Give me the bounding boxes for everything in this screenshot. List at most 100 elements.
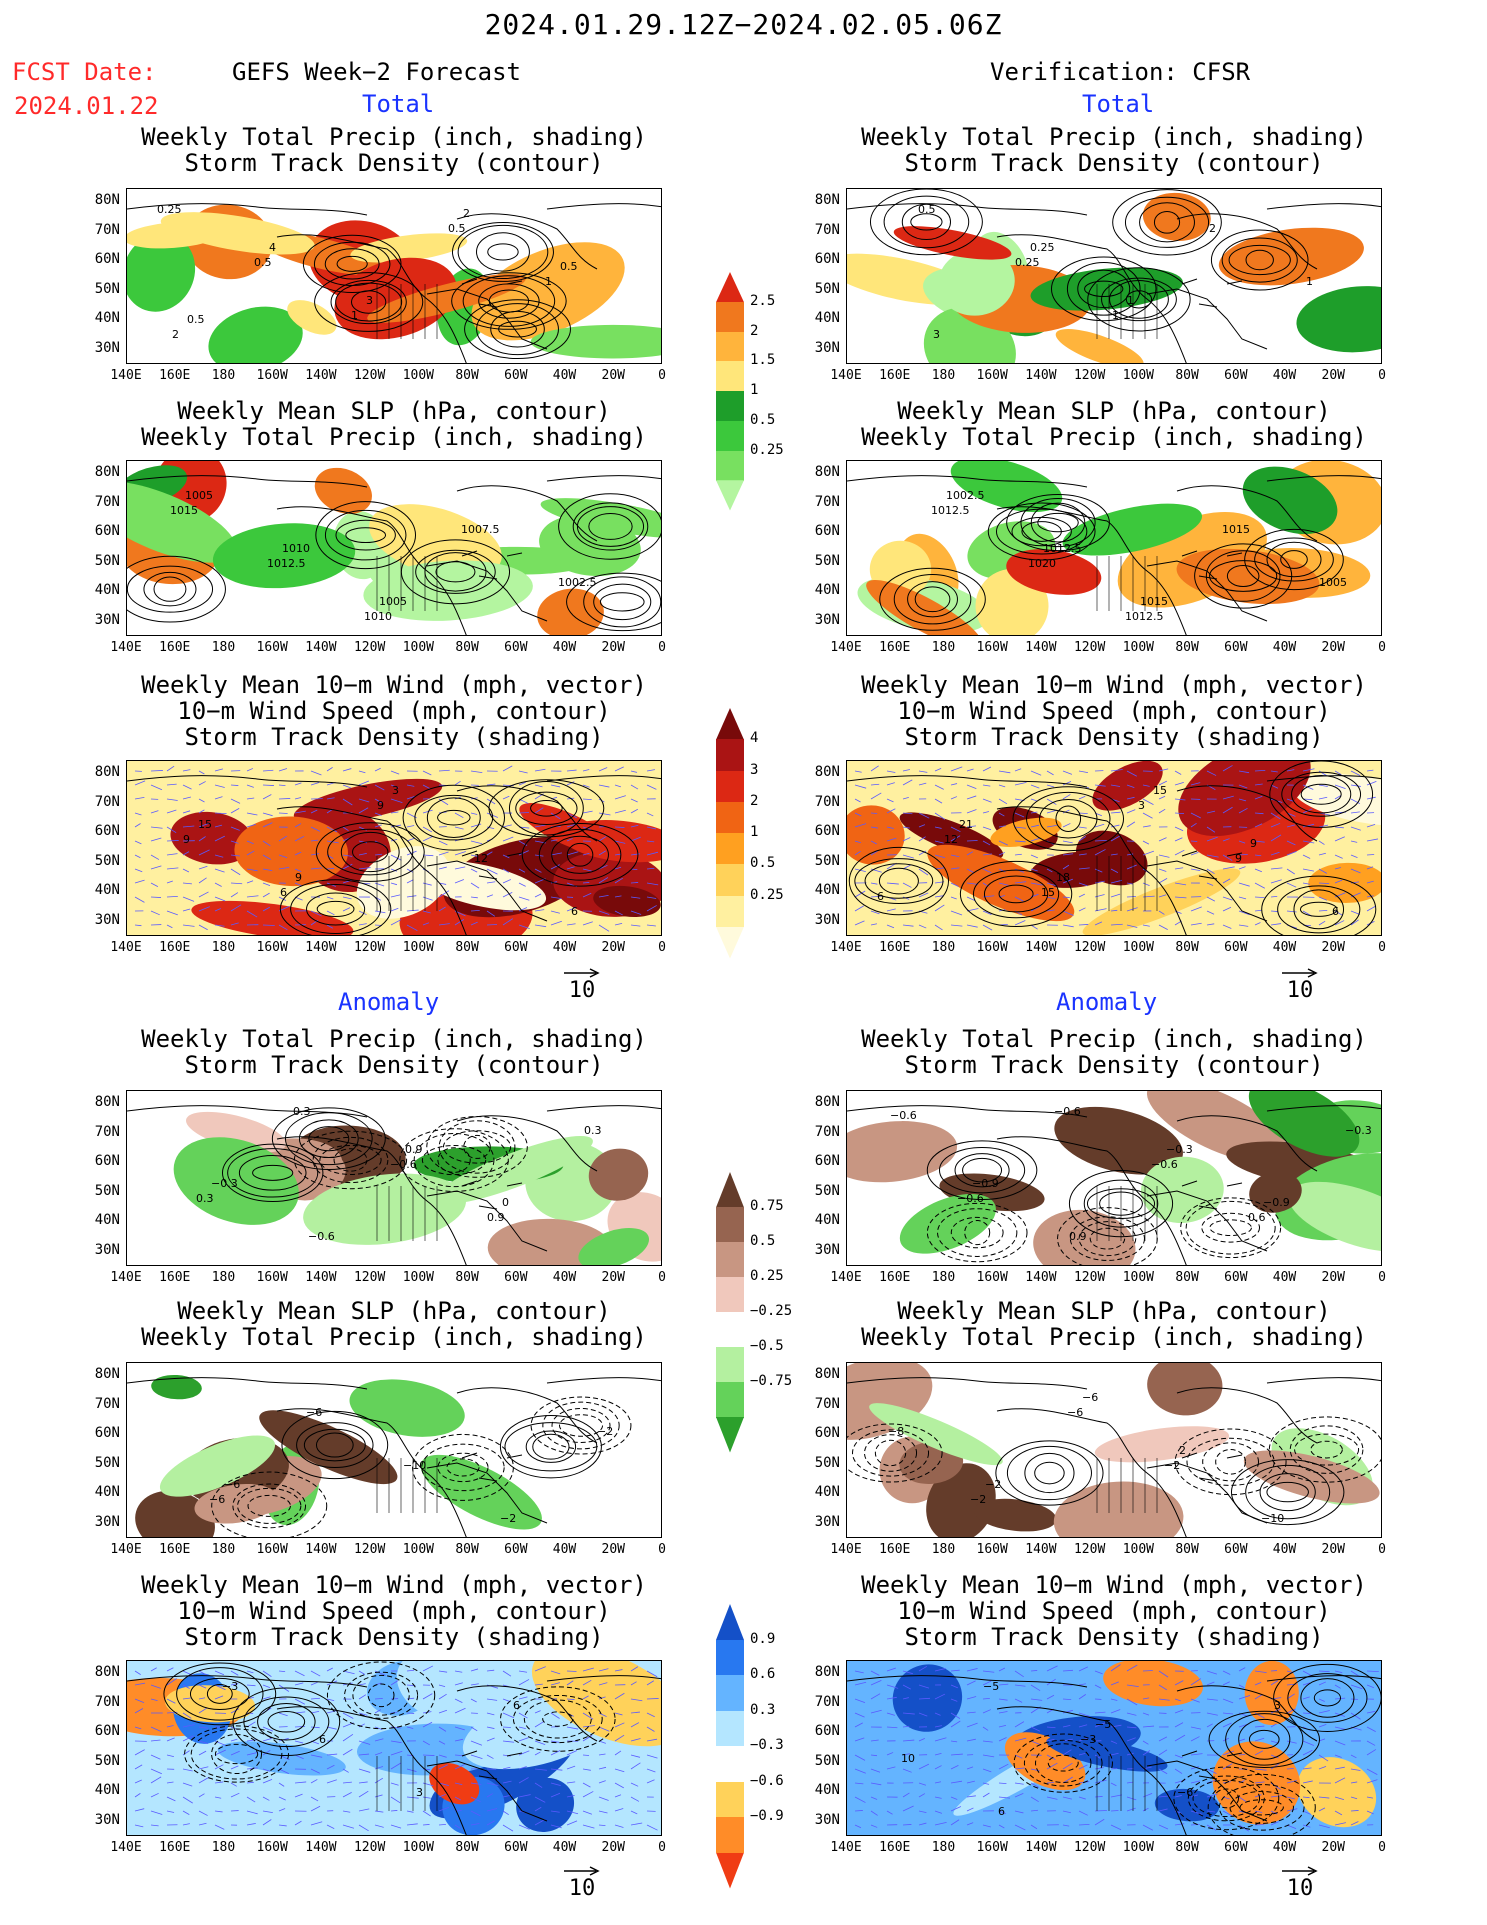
wind-vector <box>1174 1795 1182 1798</box>
wind-vector <box>1206 1670 1217 1675</box>
coastline <box>996 806 1187 935</box>
wind-vector <box>1158 780 1168 786</box>
contour <box>1180 1197 1282 1259</box>
wind-vector <box>534 1740 546 1746</box>
wind-vector <box>886 770 896 773</box>
wind-vector <box>1078 882 1088 887</box>
wind-vector <box>582 1679 592 1686</box>
wind-vector <box>198 1684 207 1689</box>
wind-vector <box>1014 1793 1024 1798</box>
wind-vector <box>1238 910 1250 916</box>
wind-vector <box>182 1796 193 1804</box>
wind-vector <box>470 909 480 912</box>
contour <box>1187 1775 1265 1822</box>
wind-vector <box>1174 1754 1183 1759</box>
wind-vector <box>614 1734 625 1742</box>
wind-vector <box>1350 910 1361 915</box>
contour-lines <box>847 1416 1381 1526</box>
wind-vector <box>134 1749 145 1756</box>
contour <box>983 875 1049 913</box>
wind-vector <box>614 1808 624 1812</box>
wind-vector <box>294 797 302 800</box>
wind-vector <box>390 798 403 803</box>
wind-vector <box>1222 765 1233 772</box>
contour-label: −0.9 <box>972 1177 999 1190</box>
wind-vector <box>598 864 608 870</box>
wind-vector <box>358 910 367 916</box>
colorbar-swatch <box>716 450 744 481</box>
contour <box>340 831 400 873</box>
coastline <box>847 1377 1088 1390</box>
contour-label: −10 <box>1261 1512 1284 1525</box>
wind-vector <box>966 1668 978 1672</box>
contour-label: 2 <box>172 328 179 341</box>
wind-vector <box>982 798 992 803</box>
colorbar-label: 0.25 <box>750 1268 784 1284</box>
wind-vector <box>1142 840 1150 845</box>
wind-vector <box>230 826 240 831</box>
longitude-label: 100W <box>402 640 435 655</box>
contour <box>566 842 594 867</box>
coastline <box>546 1377 661 1384</box>
wind-vector <box>262 1696 271 1700</box>
wind-vector <box>1174 1709 1184 1714</box>
wind-vector <box>550 784 561 788</box>
wind-vector <box>1206 896 1216 902</box>
wind-vector <box>358 1670 366 1675</box>
wind-vector <box>550 896 562 900</box>
longitude-label: 140E <box>830 1270 862 1285</box>
wind-vector <box>886 1667 896 1672</box>
vector-reference-value: 10 <box>568 978 596 1003</box>
wind-vector <box>358 807 369 814</box>
contour-label: 6 <box>319 1733 326 1746</box>
wind-vector <box>870 923 878 926</box>
shaded-region <box>420 1454 542 1530</box>
contour-label: −6 <box>1067 1406 1083 1419</box>
longitude-label: 120W <box>353 1840 386 1855</box>
wind-vector <box>182 1670 194 1676</box>
longitude-label: 120W <box>353 1542 386 1557</box>
wind-vector <box>230 892 239 898</box>
contour <box>1153 210 1181 234</box>
wind-vector <box>166 1754 174 1758</box>
wind-vector <box>582 1712 594 1720</box>
wind-vector <box>454 919 465 926</box>
wind-vector <box>1030 868 1038 872</box>
wind-vector <box>1078 826 1087 829</box>
wind-vector <box>1238 1780 1245 1784</box>
wind-vector <box>1334 770 1342 775</box>
wind-vector <box>422 1665 434 1672</box>
wind-vector <box>870 1768 881 1773</box>
wind-vector <box>1270 1795 1283 1798</box>
wind-vector <box>1366 1684 1375 1689</box>
shaded-region <box>1288 1181 1381 1252</box>
wind-vector <box>1302 1767 1312 1770</box>
contour <box>352 1674 410 1716</box>
contour <box>1112 189 1222 256</box>
longitude-label: 100W <box>1122 1840 1155 1855</box>
wind-vector <box>1286 1740 1297 1744</box>
coastline <box>1266 1675 1381 1682</box>
wind-vector <box>982 1709 991 1714</box>
latitude-label: 70N <box>814 793 840 810</box>
wind-vector <box>166 1667 174 1672</box>
wind-vector <box>502 824 512 828</box>
shaded-region <box>926 1463 996 1537</box>
longitude-label: 140E <box>830 1840 862 1855</box>
wind-vector <box>246 797 255 800</box>
wind-vector <box>214 1670 225 1676</box>
wind-vector <box>294 1670 305 1677</box>
wind-vector <box>534 1751 541 1756</box>
wind-vector <box>1190 1794 1199 1798</box>
contour <box>1287 1673 1368 1723</box>
wind-vector <box>310 1670 321 1677</box>
wind-vector <box>1078 853 1087 856</box>
wind-vector <box>646 1754 658 1759</box>
wind-vector <box>438 890 450 898</box>
wind-vector <box>870 895 882 898</box>
contour <box>1101 277 1177 322</box>
wind-vector <box>598 850 606 856</box>
longitude-label: 80W <box>455 368 479 383</box>
wind-vector <box>310 1697 321 1700</box>
longitude-label: 160E <box>159 1840 191 1855</box>
